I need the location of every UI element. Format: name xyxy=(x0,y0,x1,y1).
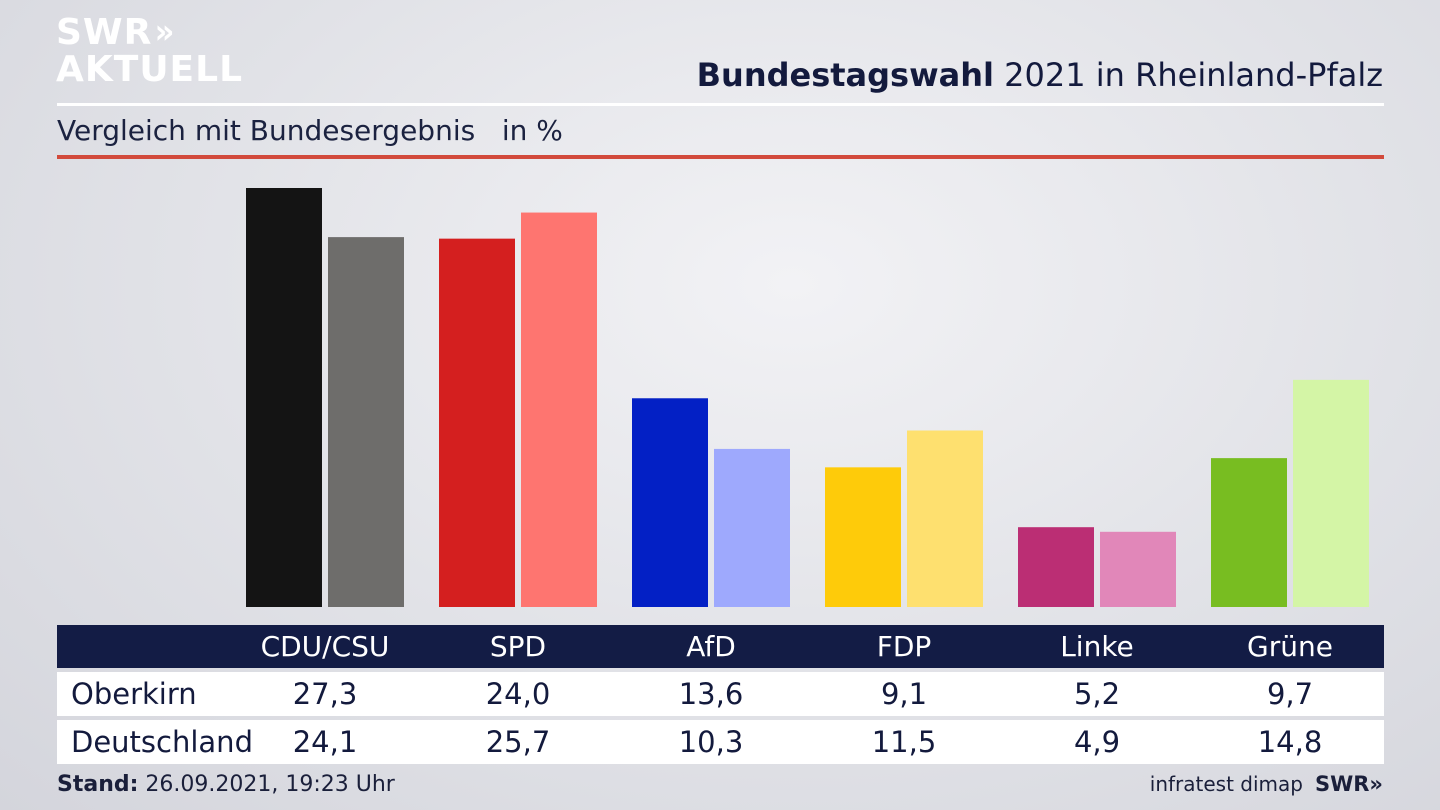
stand-value: 26.09.2021, 19:23 Uhr xyxy=(138,772,395,797)
page-title: Bundestagswahl 2021 in Rheinland-Pfalz xyxy=(697,56,1383,94)
swr-brand-logo: SWR» xyxy=(1314,772,1383,796)
value-cell: 27,3 xyxy=(292,677,358,711)
bar-cdu-csu-oberkirn xyxy=(246,188,322,607)
source-text: infratest dimap xyxy=(1149,772,1303,796)
bar-fdp-deutschland xyxy=(907,430,983,607)
value-cell: 5,2 xyxy=(1073,677,1121,711)
swr-aktuell-logo: SWR» AKTUELL xyxy=(56,12,244,90)
value-cell: 9,1 xyxy=(880,677,928,711)
bar-cdu-csu-deutschland xyxy=(328,237,404,607)
stand-label: Stand: xyxy=(57,772,139,797)
title-divider xyxy=(57,103,1384,106)
timestamp: Stand: 26.09.2021, 19:23 Uhr xyxy=(57,772,395,797)
table-header-row: CDU/CSU SPD AfD FDP Linke Grüne xyxy=(57,625,1384,668)
category-label: Grüne xyxy=(1247,630,1333,663)
bar-grüne-deutschland xyxy=(1293,379,1369,607)
category-label: Linke xyxy=(1060,630,1134,663)
value-cell: 4,9 xyxy=(1073,725,1121,759)
bar-linke-oberkirn xyxy=(1018,527,1094,607)
value-cell: 14,8 xyxy=(1257,725,1323,759)
category-label: FDP xyxy=(876,630,932,663)
logo-swr-text: SWR xyxy=(56,12,153,53)
bar-grüne-oberkirn xyxy=(1211,458,1287,607)
value-cell: 13,6 xyxy=(678,677,744,711)
value-cell: 10,3 xyxy=(678,725,744,759)
value-cell: 25,7 xyxy=(485,725,551,759)
bar-afd-oberkirn xyxy=(632,398,708,607)
bar-linke-deutschland xyxy=(1100,531,1176,607)
value-cell: 24,0 xyxy=(485,677,551,711)
bar-afd-deutschland xyxy=(714,448,790,607)
bar-spd-deutschland xyxy=(521,212,597,608)
results-table: CDU/CSU SPD AfD FDP Linke Grüne Oberkirn 27,3… xyxy=(57,625,1384,764)
category-label: CDU/CSU xyxy=(260,630,390,663)
table-row-oberkirn: Oberkirn 27,3 24,0 13,6 9,1 5,2 9,7 xyxy=(57,672,1384,716)
table-row-deutschland: Deutschland 24,1 25,7 10,3 11,5 4,9 14,8 xyxy=(57,720,1384,764)
source-credit: infratest dimap SWR» xyxy=(1150,772,1383,796)
category-label: SPD xyxy=(489,630,547,663)
logo-aktuell-text: AKTUELL xyxy=(56,49,244,90)
value-cell: 11,5 xyxy=(871,725,937,759)
bar-fdp-oberkirn xyxy=(825,467,901,607)
subtitle-divider xyxy=(57,155,1384,159)
row-label: Oberkirn xyxy=(71,677,197,711)
title-bold: Bundestagswahl xyxy=(696,56,994,94)
bar-spd-oberkirn xyxy=(439,238,515,607)
title-rest: 2021 in Rheinland-Pfalz xyxy=(994,56,1383,94)
bar-chart xyxy=(246,188,1369,608)
category-label: AfD xyxy=(686,630,736,663)
value-cell: 9,7 xyxy=(1266,677,1314,711)
row-label: Deutschland xyxy=(71,725,253,759)
value-cell: 24,1 xyxy=(292,725,358,759)
chart-subtitle: Vergleich mit Bundesergebnis in % xyxy=(57,114,563,147)
